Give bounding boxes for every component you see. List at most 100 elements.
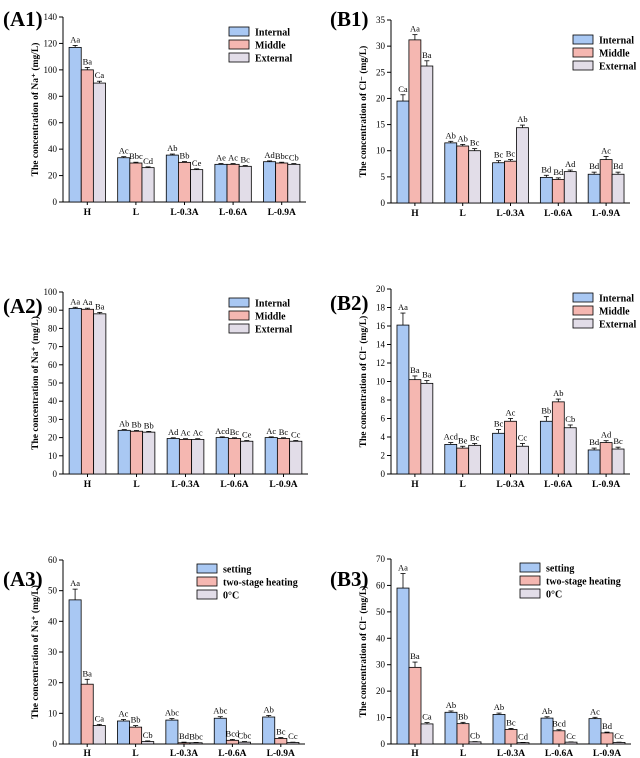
bar [492,162,505,204]
y-tick-label: 35 [376,15,386,25]
y-tick-label: 20 [376,284,386,294]
significance-label: Cc [518,432,528,442]
y-tick-label: 40 [48,616,58,626]
significance-label: Ac [119,146,129,156]
legend-swatch [228,297,250,308]
bar [227,438,242,475]
bar [262,716,276,745]
significance-label: Bc [613,436,623,446]
x-tick-label: L-0.6A [220,480,248,490]
bar [177,742,191,745]
significance-label: Ac [506,408,516,418]
significance-label: Bc [506,717,516,727]
panel-label: (A2) [3,294,43,318]
legend-swatch [519,575,541,586]
significance-label: Cd [518,731,529,741]
legend-label: setting [546,564,574,575]
legend-swatch [196,576,218,587]
bar [564,741,578,745]
bar [468,150,482,204]
chart-panel-b2: (B2) 0 2 4 6 8 10 12 14 16 18 20 The concentration o… [330,284,636,490]
y-tick-label: 10 [376,146,386,156]
significance-label: Ab [264,704,274,714]
significance-label: Bc [494,150,504,160]
bar [117,429,131,475]
panel-label: (B1) [330,7,369,31]
bar [93,313,107,475]
bar [408,666,422,745]
significance-label: Bcd [226,728,240,738]
x-tick-label: L-0.9A [592,480,620,490]
significance-label: Ab [542,706,552,716]
panel-label: (B3) [330,567,369,591]
bar [588,718,602,745]
y-tick-label: 0 [381,198,386,208]
y-tick-label: 70 [376,554,386,564]
y-tick-label: 120 [44,38,58,48]
legend-swatch [572,34,594,45]
bar [141,167,155,203]
significance-label: Ad [601,430,612,440]
significance-label: Ae [216,153,226,163]
x-tick-label: L-0.6A [544,480,572,490]
y-tick-label: 30 [48,414,58,424]
y-axis-label: The concentration of Na⁺ (mg/L) [30,316,41,450]
significance-label: Bd [541,164,552,174]
legend: setting two-stage heating 0°C [196,563,298,602]
bar [215,437,229,475]
x-tick-label: L [460,480,466,490]
legend-swatch [519,562,541,573]
bar [551,179,565,204]
y-tick-label: 25 [376,67,386,77]
legend-swatch [572,305,594,316]
legend-swatch [196,563,218,574]
bar [516,127,529,204]
bar [286,742,300,745]
significance-label: Ab [517,114,527,124]
legend-label: setting [223,565,251,576]
x-tick-label: L-0.3A [170,208,198,218]
bar [276,438,291,475]
y-tick-label: 50 [48,378,58,388]
bar [504,420,517,475]
legend-label: Internal [599,36,634,47]
chart-panel-b3: (B3) 0 10 20 30 40 50 60 70 The concentration of … [330,554,631,758]
x-tick-label: H [84,480,92,490]
y-tick-label: 8 [381,395,386,405]
bar [68,307,82,475]
bar [165,719,179,745]
y-tick-label: 70 [48,342,58,352]
significance-label: Ce [242,430,252,440]
significance-label: Ab [167,143,177,153]
significance-label: Bb [144,420,154,430]
significance-label: Abc [165,708,179,718]
significance-label: Bc [506,149,516,159]
x-tick-label: L [132,749,138,758]
significance-label: Aa [398,302,408,312]
y-tick-label: 50 [376,607,386,617]
x-tick-label: L [133,480,139,490]
significance-label: Bbc [275,151,289,161]
legend-label: External [599,62,636,73]
bar [587,449,601,475]
significance-label: Cc [288,731,298,741]
y-tick-label: 50 [48,586,58,596]
bar [408,39,422,204]
y-axis-label: The concentration of Na⁺ (mg/L) [30,585,41,719]
significance-label: Ac [601,145,611,155]
significance-label: Bd [613,161,624,171]
y-tick-label: 30 [48,647,58,657]
significance-label: Bc [241,155,251,165]
bar [287,163,301,203]
bar [92,82,106,203]
bar [444,711,458,745]
significance-label: Bc [494,419,504,429]
bar [516,445,529,475]
legend-label: Internal [255,28,290,39]
significance-label: Ab [553,388,563,398]
significance-label: Ca [95,713,105,723]
significance-label: Aa [83,297,93,307]
bar [504,160,517,204]
legend-label: Internal [255,299,290,310]
bar [611,173,625,204]
